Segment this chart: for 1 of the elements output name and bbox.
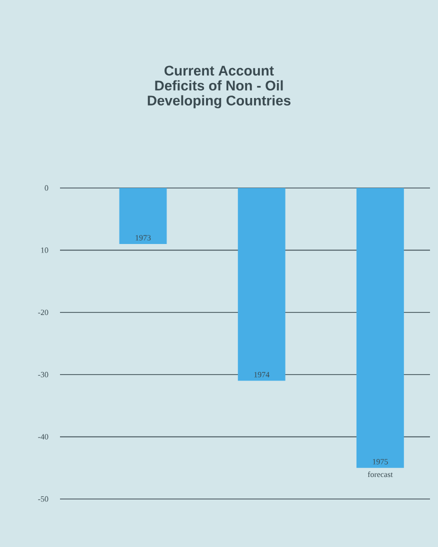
chart-title: Current Account Deficits of Non - Oil Developing Countries [148,66,290,108]
